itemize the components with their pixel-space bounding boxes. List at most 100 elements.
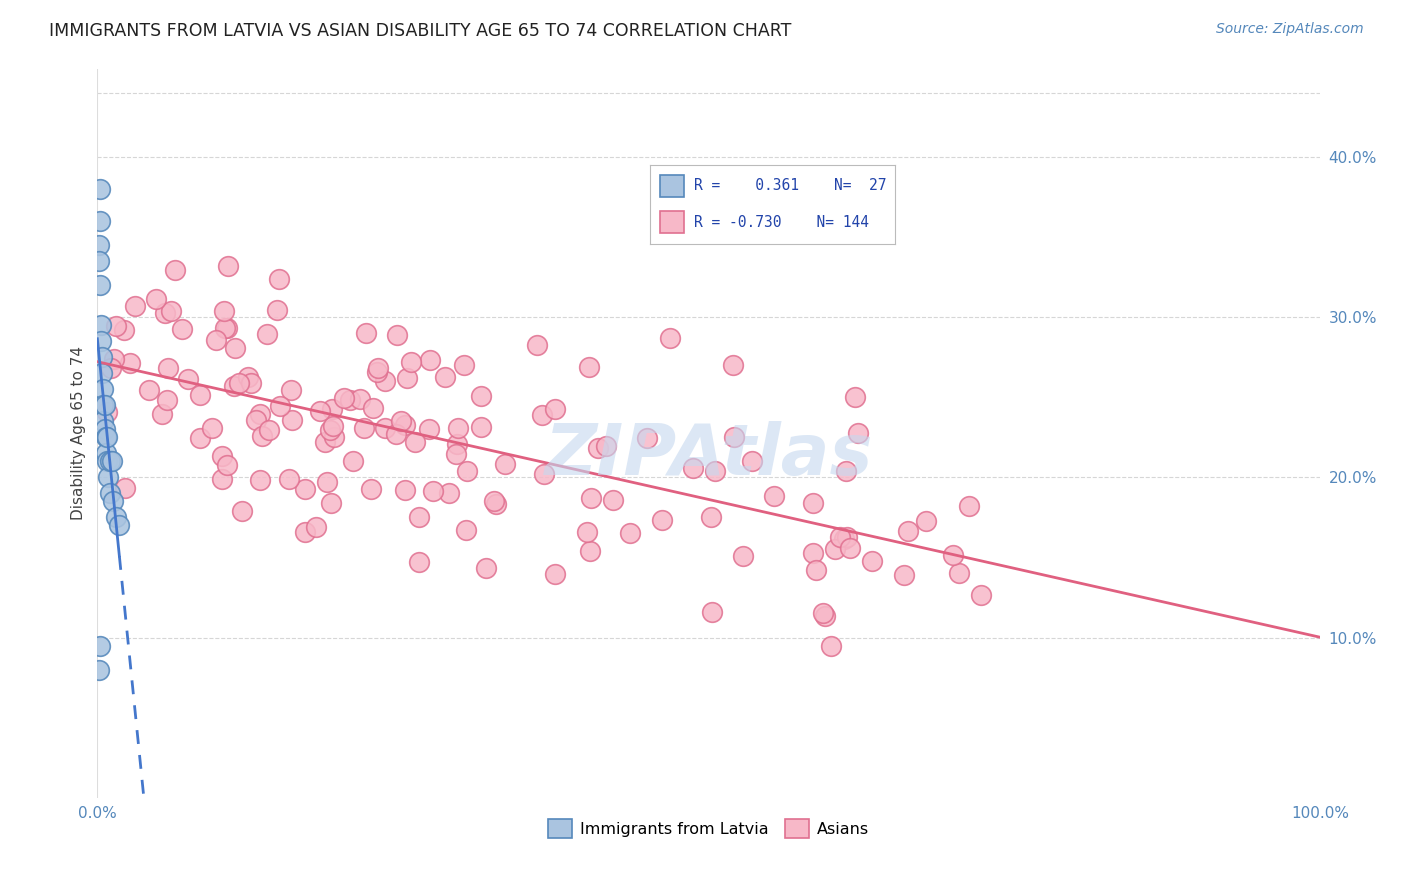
Point [156,361,179,376]
Point [201,421,224,435]
Point [124,299,146,313]
Point [89,182,111,196]
Text: ZIPAtlas: ZIPAtlas [544,420,873,490]
Point [447,420,470,434]
Point [482,494,505,508]
Point [839,541,862,556]
Point [602,492,624,507]
Point [394,417,416,432]
Point [89,214,111,228]
Point [731,549,754,563]
Point [385,328,408,343]
Point [214,303,236,318]
Point [217,260,239,274]
Point [238,370,260,384]
Point [741,454,763,468]
Point [90,334,112,348]
Point [813,606,835,620]
Point [723,430,745,444]
Point [942,548,965,562]
Point [319,496,342,510]
Point [93,414,115,428]
Point [93,398,115,412]
Point [145,292,167,306]
Point [257,423,280,437]
Point [494,457,516,471]
Point [957,499,980,513]
Point [475,561,498,575]
Point [98,454,121,468]
Point [806,564,828,578]
Point [322,418,344,433]
Point [419,353,441,368]
Point [316,475,339,489]
Point [112,323,135,337]
Point [385,427,408,442]
Point [456,464,478,478]
Point [93,422,115,436]
Point [763,489,786,503]
Point [89,277,111,292]
Point [893,568,915,582]
Text: Source: ZipAtlas.com: Source: ZipAtlas.com [1216,22,1364,37]
Point [470,388,492,402]
Point [138,383,160,397]
Point [266,303,288,318]
Point [90,318,112,332]
Legend: Immigrants from Latvia, Asians: Immigrants from Latvia, Asians [543,813,876,845]
Point [544,402,567,417]
Point [150,407,173,421]
Point [96,454,118,468]
Point [814,609,837,624]
Point [277,472,299,486]
Point [281,413,304,427]
Point [366,365,388,379]
Point [245,413,267,427]
Point [422,484,444,499]
Point [353,421,375,435]
Point [595,439,617,453]
Point [579,491,602,506]
Point [897,524,920,538]
Point [94,430,117,444]
Point [231,504,253,518]
Point [188,431,211,445]
Point [160,304,183,318]
Point [970,588,993,602]
Point [835,530,858,544]
Point [659,331,682,345]
Point [98,486,121,500]
Point [699,510,721,524]
Point [575,524,598,539]
Y-axis label: Disability Age 65 to 74: Disability Age 65 to 74 [72,346,86,520]
Point [269,399,291,413]
Point [205,333,228,347]
Point [104,510,127,524]
Point [578,359,600,374]
Point [94,446,117,460]
Point [249,473,271,487]
Point [354,326,377,341]
Point [87,237,110,252]
Point [636,431,658,445]
Point [96,430,118,444]
Point [101,454,124,468]
Point [948,566,970,580]
Point [97,470,120,484]
Point [256,326,278,341]
Point [170,322,193,336]
Point [269,272,291,286]
Point [294,524,316,539]
Point [588,441,610,455]
Point [319,423,342,437]
Point [374,374,396,388]
Point [321,401,343,416]
Point [294,482,316,496]
Point [96,405,118,419]
Point [389,414,412,428]
Point [211,472,233,486]
Point [453,358,475,372]
Point [342,453,364,467]
Point [860,554,883,568]
Point [439,486,461,500]
